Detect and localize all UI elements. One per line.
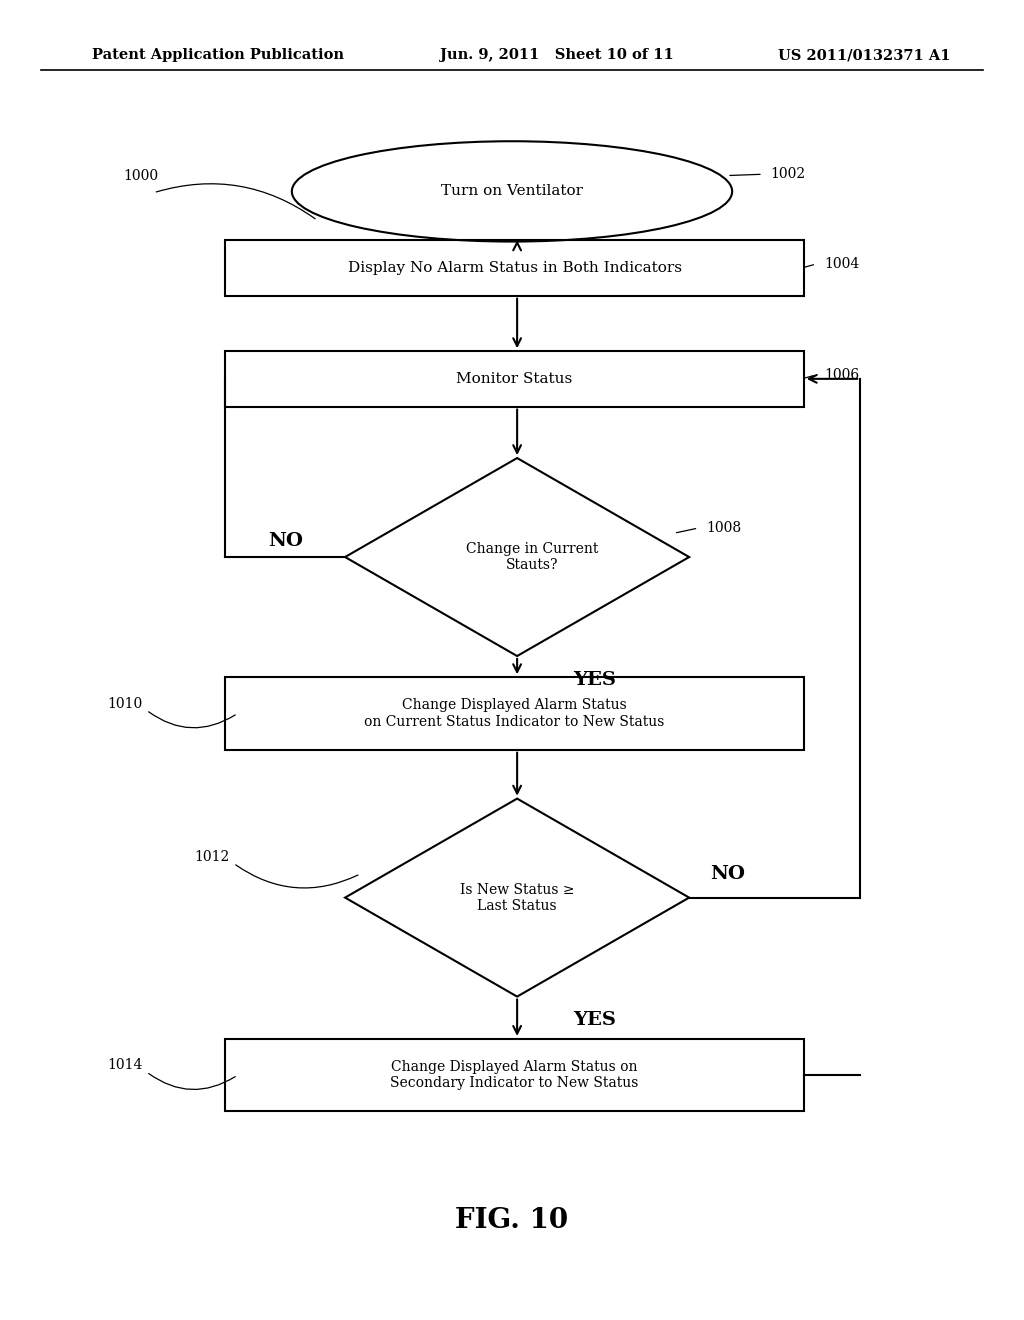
Text: 1000: 1000 [123,169,158,182]
Text: Jun. 9, 2011   Sheet 10 of 11: Jun. 9, 2011 Sheet 10 of 11 [440,49,674,62]
Text: Patent Application Publication: Patent Application Publication [92,49,344,62]
Text: 1010: 1010 [108,697,142,710]
Text: Change Displayed Alarm Status on
Secondary Indicator to New Status: Change Displayed Alarm Status on Seconda… [390,1060,639,1090]
Text: Change in Current
Stauts?: Change in Current Stauts? [466,543,599,572]
Text: 1004: 1004 [824,257,859,271]
Text: Display No Alarm Status in Both Indicators: Display No Alarm Status in Both Indicato… [347,261,682,275]
Text: YES: YES [573,671,616,689]
Text: NO: NO [710,865,744,883]
Text: Is New Status ≥
Last Status: Is New Status ≥ Last Status [460,883,574,912]
Text: 1006: 1006 [824,368,859,381]
Text: YES: YES [573,1011,616,1030]
Text: 1002: 1002 [770,168,805,181]
Text: FIG. 10: FIG. 10 [456,1208,568,1234]
Text: US 2011/0132371 A1: US 2011/0132371 A1 [778,49,950,62]
Text: Change Displayed Alarm Status
on Current Status Indicator to New Status: Change Displayed Alarm Status on Current… [365,698,665,729]
Text: NO: NO [268,532,303,550]
Text: 1008: 1008 [707,521,741,535]
Text: Turn on Ventilator: Turn on Ventilator [441,185,583,198]
Text: 1014: 1014 [108,1059,143,1072]
Text: 1012: 1012 [195,850,229,863]
Text: Monitor Status: Monitor Status [457,372,572,385]
